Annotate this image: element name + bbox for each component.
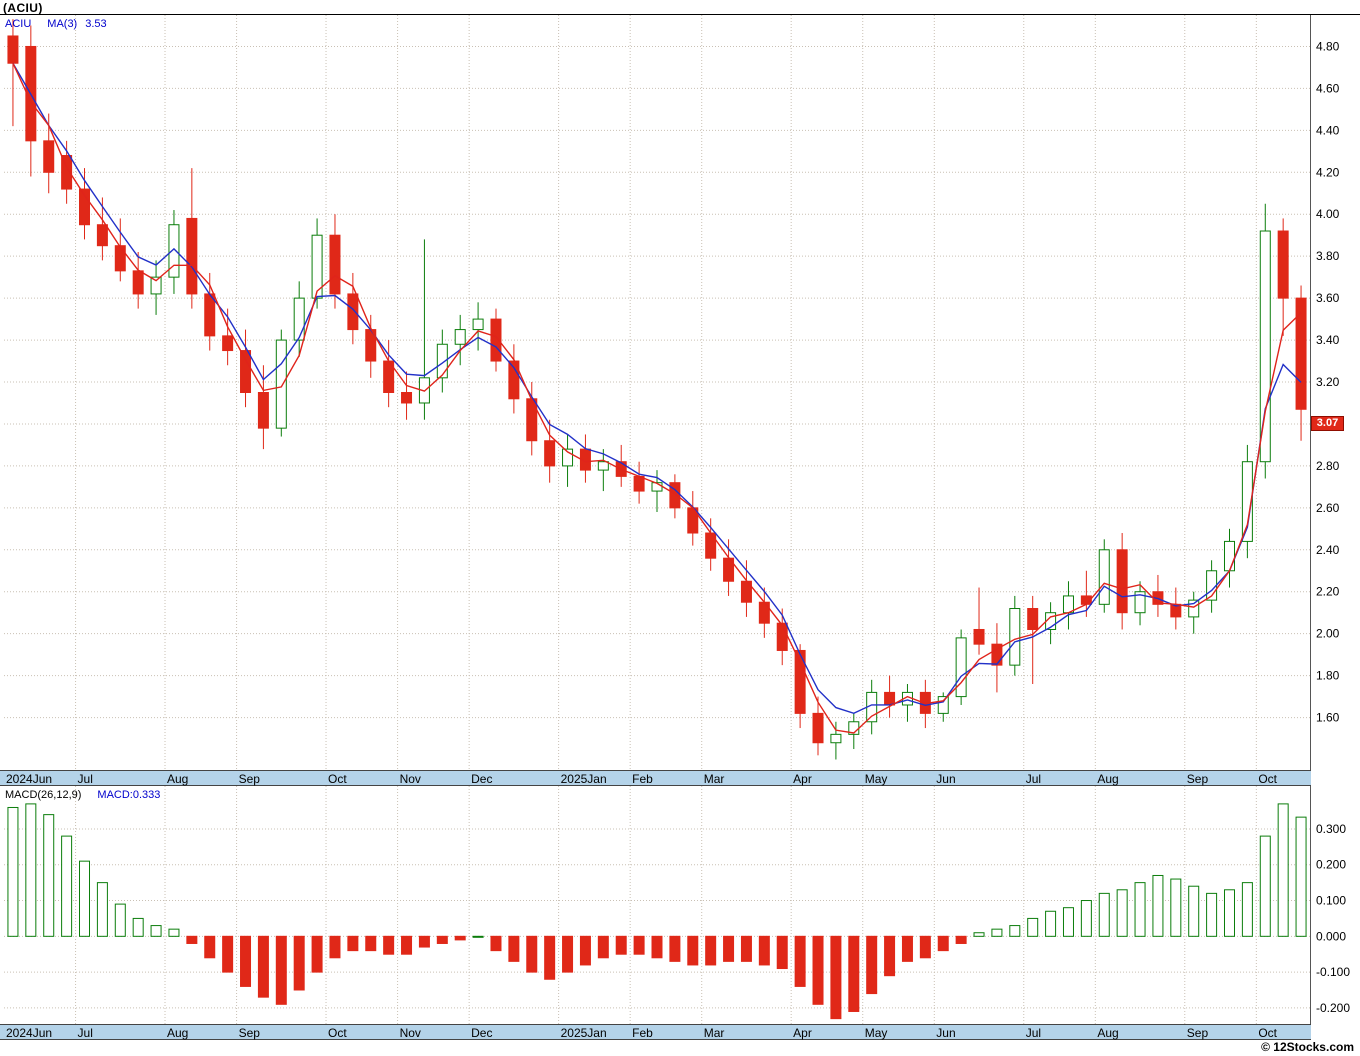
legend-ma-value: 3.53 (85, 18, 107, 30)
chart-title: (ACIU) (3, 1, 43, 15)
month-label: Oct (328, 1026, 347, 1040)
month-label: Sep (238, 1026, 260, 1040)
month-label: Feb (632, 1026, 653, 1040)
svg-text:2.80: 2.80 (1316, 459, 1340, 473)
svg-text:1.60: 1.60 (1316, 711, 1340, 725)
svg-text:0.200: 0.200 (1316, 858, 1346, 872)
month-label: Sep (1186, 772, 1209, 786)
svg-text:-0.200: -0.200 (1316, 1001, 1350, 1015)
month-label: Aug (167, 1026, 189, 1040)
month-label: 2025Jan (560, 1026, 607, 1040)
x-axis-months-macd: 2024Jun Jul Aug Sep Oct Nov Dec 2025Jan Feb Mar Ap… (0, 1024, 1311, 1040)
candlestick-chart: 4.80 4.60 4.40 4.20 4.00 3.80 3.60 3.40 3.20 2.80… (4, 15, 1340, 770)
svg-text:0.000: 0.000 (1316, 929, 1346, 943)
svg-text:2.60: 2.60 (1316, 501, 1340, 515)
month-label: Dec (471, 772, 493, 786)
month-label: Aug (167, 772, 189, 786)
month-label: 2024Jun (6, 772, 53, 786)
svg-text:2.00: 2.00 (1316, 627, 1340, 641)
svg-text:4.20: 4.20 (1316, 165, 1340, 179)
month-label: 2025Jan (560, 772, 607, 786)
chart-header: (ACIU) (0, 0, 1360, 15)
macd-value-label: MACD:0.333 (97, 789, 161, 801)
svg-text:3.80: 3.80 (1316, 249, 1340, 263)
month-label: Jun (936, 772, 956, 786)
macd-histogram: 0.300 0.200 0.100 0.000 -0.100 -0.200 (4, 786, 1350, 1024)
month-label: Apr (793, 1026, 812, 1040)
month-label: Jul (77, 1026, 93, 1040)
month-label: Oct (1258, 1026, 1277, 1040)
svg-text:4.60: 4.60 (1316, 81, 1340, 95)
month-label: Jul (77, 772, 93, 786)
svg-text:4.80: 4.80 (1316, 39, 1340, 53)
svg-text:0.100: 0.100 (1316, 894, 1346, 908)
month-label: Aug (1097, 1026, 1119, 1040)
month-label: Nov (399, 1026, 421, 1040)
svg-text:3.20: 3.20 (1316, 375, 1340, 389)
macd-panel: 0.300 0.200 0.100 0.000 -0.100 -0.200 MACD(26… (0, 786, 1360, 1024)
svg-text:0.300: 0.300 (1316, 822, 1346, 836)
x-axis-months-price: 2024Jun Jul Aug Sep Oct Nov Dec 2025Jan Feb Mar Ap… (0, 770, 1311, 786)
month-label: May (864, 1026, 888, 1040)
month-label: Mar (703, 772, 725, 786)
month-label: 2024Jun (6, 1026, 53, 1040)
svg-text:2.20: 2.20 (1316, 585, 1340, 599)
legend-ma-label: MA(3) (47, 18, 78, 30)
price-panel: 4.80 4.60 4.40 4.20 4.00 3.80 3.60 3.40 3.20 2.80… (0, 15, 1360, 770)
legend-symbol: ACIU (5, 18, 32, 30)
footer: © 12Stocks.com (0, 1040, 1354, 1056)
svg-text:1.80: 1.80 (1316, 669, 1340, 683)
month-label: Aug (1097, 772, 1119, 786)
month-label: Oct (328, 772, 347, 786)
month-label: Nov (399, 772, 421, 786)
month-label: Jul (1025, 1026, 1042, 1040)
month-label: May (864, 772, 888, 786)
month-label: Feb (632, 772, 653, 786)
svg-text:3.60: 3.60 (1316, 291, 1340, 305)
month-label: Jul (1025, 772, 1042, 786)
month-label: Sep (1186, 1026, 1209, 1040)
month-label: Apr (793, 772, 812, 786)
macd-params-label: MACD(26,12,9) (5, 789, 82, 801)
svg-text:3.40: 3.40 (1316, 333, 1340, 347)
copyright-text: © 12Stocks.com (1261, 1040, 1354, 1054)
svg-text:-0.100: -0.100 (1316, 965, 1350, 979)
month-label: Oct (1258, 772, 1277, 786)
month-label: Mar (703, 1026, 725, 1040)
month-label: Dec (471, 1026, 493, 1040)
svg-text:4.40: 4.40 (1316, 123, 1340, 137)
svg-text:4.00: 4.00 (1316, 207, 1340, 221)
price-legend: ACIU MA(3) 3.53 (5, 18, 123, 30)
month-label: Sep (238, 772, 260, 786)
last-price-badge: 3.07 (1311, 416, 1344, 432)
macd-legend: MACD(26,12,9) MACD:0.333 (5, 789, 176, 801)
svg-text:2.40: 2.40 (1316, 543, 1340, 557)
month-label: Jun (936, 1026, 956, 1040)
